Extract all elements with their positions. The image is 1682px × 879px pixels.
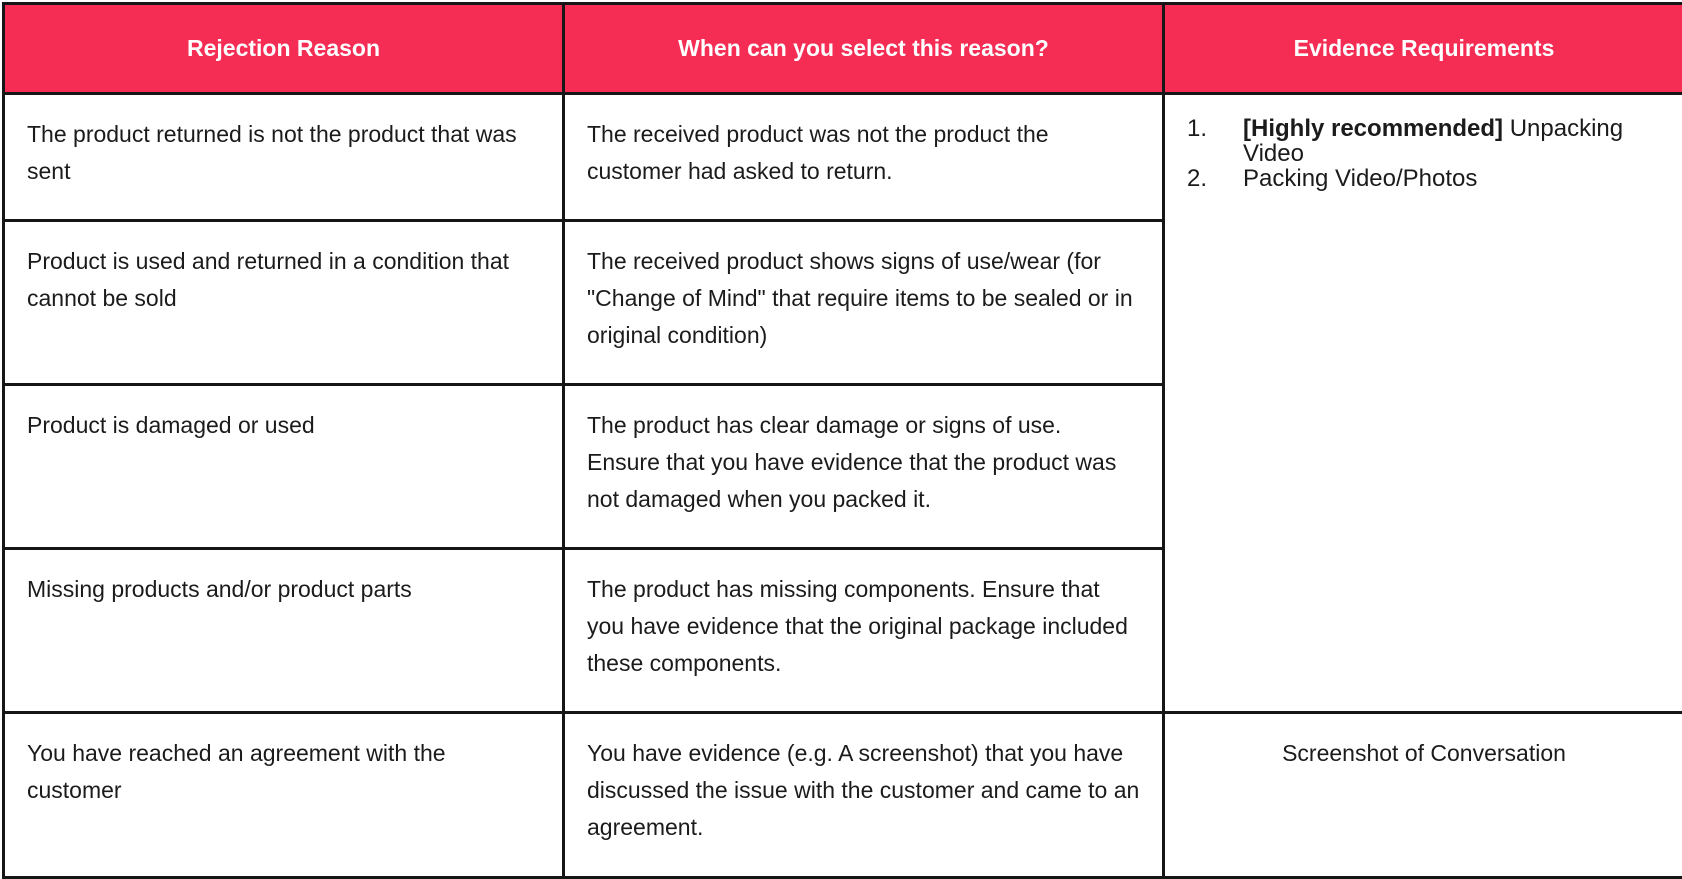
evidence-list-item: 2. Packing Video/Photos — [1187, 166, 1661, 191]
evidence-item-number: 2. — [1187, 166, 1243, 191]
when-cell: The product has missing components. Ensu… — [564, 549, 1164, 713]
when-cell: The received product was not the product… — [564, 94, 1164, 221]
reason-cell: You have reached an agreement with the c… — [4, 713, 564, 878]
evidence-cell-screenshot: Screenshot of Conversation — [1164, 713, 1682, 878]
evidence-list-item: 1. [Highly recommended] Unpacking Video — [1187, 116, 1661, 166]
reason-cell: Product is used and returned in a condit… — [4, 221, 564, 385]
evidence-list: 1. [Highly recommended] Unpacking Video … — [1187, 116, 1661, 191]
evidence-item-label: Packing Video/Photos — [1243, 165, 1477, 192]
reason-cell: The product returned is not the product … — [4, 94, 564, 221]
evidence-item-highlight: [Highly recommended] — [1243, 115, 1503, 142]
table-header-row: Rejection Reason When can you select thi… — [4, 4, 1682, 94]
header-rejection-reason: Rejection Reason — [4, 4, 564, 94]
when-cell: The received product shows signs of use/… — [564, 221, 1164, 385]
when-cell: The product has clear damage or signs of… — [564, 385, 1164, 549]
evidence-item-number: 1. — [1187, 116, 1243, 166]
evidence-item-text: [Highly recommended] Unpacking Video — [1243, 116, 1661, 166]
header-when-can-you-select: When can you select this reason? — [564, 4, 1164, 94]
table-row: The product returned is not the product … — [4, 94, 1682, 221]
table-row: You have reached an agreement with the c… — [4, 713, 1682, 878]
evidence-cell-videos: 1. [Highly recommended] Unpacking Video … — [1164, 94, 1682, 713]
when-cell: You have evidence (e.g. A screenshot) th… — [564, 713, 1164, 878]
evidence-item-text: Packing Video/Photos — [1243, 166, 1661, 191]
header-evidence-requirements: Evidence Requirements — [1164, 4, 1682, 94]
reason-cell: Product is damaged or used — [4, 385, 564, 549]
reason-cell: Missing products and/or product parts — [4, 549, 564, 713]
